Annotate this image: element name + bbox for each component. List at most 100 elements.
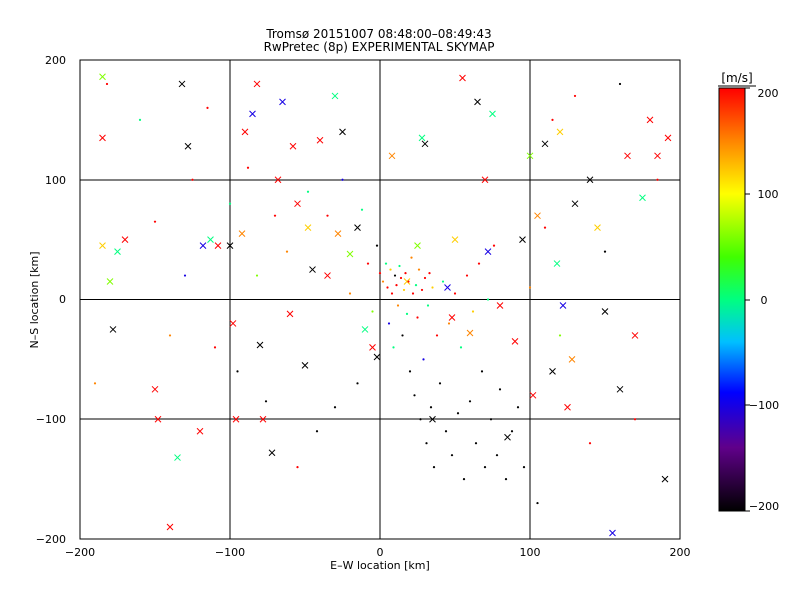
scatter-point-dot bbox=[432, 466, 436, 469]
scatter-point-dot bbox=[348, 292, 352, 295]
scatter-point-x bbox=[466, 329, 474, 337]
scatter-point-dot bbox=[495, 454, 499, 457]
scatter-point-dot bbox=[408, 370, 412, 373]
scatter-point-dot bbox=[516, 406, 520, 409]
scatter-point-dot bbox=[423, 276, 427, 280]
scatter-point-x bbox=[601, 308, 609, 315]
scatter-point-x bbox=[339, 128, 346, 136]
scatter-point-dot bbox=[656, 178, 659, 181]
x-tick-label: 100 bbox=[520, 546, 541, 559]
scatter-point-dot bbox=[306, 190, 310, 193]
scatter-point-x bbox=[184, 142, 192, 150]
scatter-point-x bbox=[274, 176, 282, 184]
scatter-point-x bbox=[624, 152, 631, 160]
scatter-point-dot bbox=[255, 274, 259, 277]
scatter-point-dot bbox=[168, 334, 172, 337]
scatter-point-dot bbox=[405, 312, 409, 315]
scatter-point-dot bbox=[528, 286, 532, 289]
scatter-point-dot bbox=[401, 334, 404, 337]
scatter-point-dot bbox=[396, 304, 400, 307]
scatter-point-x bbox=[346, 250, 354, 258]
scatter-point-dot bbox=[273, 214, 277, 217]
scatter-point-dot bbox=[236, 370, 239, 373]
scatter-point-dot bbox=[381, 280, 385, 283]
scatter-point-x bbox=[373, 353, 381, 361]
scatter-point-dot bbox=[285, 250, 289, 253]
scatter-point-x bbox=[249, 110, 256, 118]
scatter-point-dot bbox=[404, 272, 407, 275]
scatter-point-x bbox=[496, 302, 504, 309]
scatter-point-x bbox=[151, 385, 159, 393]
grid bbox=[80, 60, 680, 539]
scatter-point-x bbox=[238, 230, 246, 237]
scatter-point-dot bbox=[486, 298, 490, 301]
scatter-point-x bbox=[196, 427, 204, 435]
scatter-point-x bbox=[646, 116, 654, 124]
scatter-point-dot bbox=[420, 288, 424, 292]
scatter-point-dot bbox=[399, 276, 403, 280]
scatter-point-dot bbox=[407, 280, 410, 283]
scatter-point-dot bbox=[536, 501, 539, 505]
scatter-point-x bbox=[556, 128, 564, 136]
scatter-point-dot bbox=[431, 286, 434, 289]
scatter-point-x bbox=[459, 74, 466, 82]
scatter-point-x bbox=[361, 326, 369, 333]
scatter-point-dot bbox=[435, 334, 439, 337]
scatter-point-dot bbox=[483, 466, 487, 469]
scatter-point-dot bbox=[492, 244, 496, 247]
scatter-point-dot bbox=[315, 430, 319, 433]
scatter-point-x bbox=[316, 136, 324, 144]
scatter-point-dot bbox=[422, 358, 425, 361]
colorbar-tick-label: 200 bbox=[758, 87, 779, 100]
scatter-point-x bbox=[174, 454, 181, 461]
scatter-point-dot bbox=[522, 466, 526, 469]
scatter-point-dot bbox=[447, 322, 451, 325]
scatter-point-dot bbox=[387, 322, 391, 325]
scatter-point-dot bbox=[375, 244, 379, 247]
scatter-point-x bbox=[99, 134, 106, 142]
scatter-point-x bbox=[241, 128, 249, 136]
scatter-point-x bbox=[268, 449, 276, 457]
scatter-point-dot bbox=[468, 400, 472, 403]
scatter-point-x bbox=[481, 176, 489, 184]
scatter-point-x bbox=[178, 80, 186, 88]
scatter-point-dot bbox=[413, 394, 416, 397]
x-tick-label: −100 bbox=[215, 546, 245, 559]
scatter-point-dot bbox=[480, 370, 484, 373]
scatter-point-dot bbox=[416, 316, 419, 319]
scatter-point-dot bbox=[105, 82, 109, 86]
scatter-point-x bbox=[586, 176, 594, 184]
chart-subtitle: RwPretec (8p) EXPERIMENTAL SKYMAP bbox=[264, 40, 495, 54]
scatter-point-x bbox=[526, 152, 534, 160]
scatter-point-dot bbox=[573, 94, 577, 98]
scatter-point-dot bbox=[419, 418, 422, 421]
scatter-point-x bbox=[568, 356, 576, 363]
scatter-point-x bbox=[289, 142, 297, 150]
colorbar-tick-label: −100 bbox=[749, 399, 779, 412]
scatter-point-x bbox=[564, 403, 571, 411]
scatter-point-x bbox=[448, 314, 456, 321]
scatter-point-dot bbox=[246, 166, 250, 169]
scatter-point-x bbox=[309, 266, 316, 273]
y-tick-label: −100 bbox=[36, 413, 66, 426]
scatter-point-dot bbox=[489, 418, 493, 421]
scatter-point-x bbox=[474, 98, 481, 106]
scatter-point-x bbox=[114, 248, 121, 255]
scatter-point-x bbox=[534, 212, 541, 220]
scatter-point-dot bbox=[450, 454, 454, 457]
scatter-point-x bbox=[519, 236, 526, 243]
scatter-point-dot bbox=[438, 382, 442, 385]
scatter-point-x bbox=[661, 475, 669, 483]
scatter-point-dot bbox=[356, 382, 359, 385]
y-tick-label: 0 bbox=[59, 293, 66, 306]
colorbar-tick-label: −200 bbox=[749, 500, 779, 513]
y-axis-label: N–S location [km] bbox=[28, 251, 41, 348]
scatter-point-dot bbox=[504, 478, 508, 481]
scatter-point-x bbox=[418, 134, 426, 142]
scatter-point-dot bbox=[444, 430, 448, 433]
colorbar bbox=[718, 87, 746, 512]
scatter-point-dot bbox=[618, 82, 622, 86]
scatter-point-x bbox=[166, 523, 174, 531]
scatter-point-x bbox=[571, 200, 579, 208]
